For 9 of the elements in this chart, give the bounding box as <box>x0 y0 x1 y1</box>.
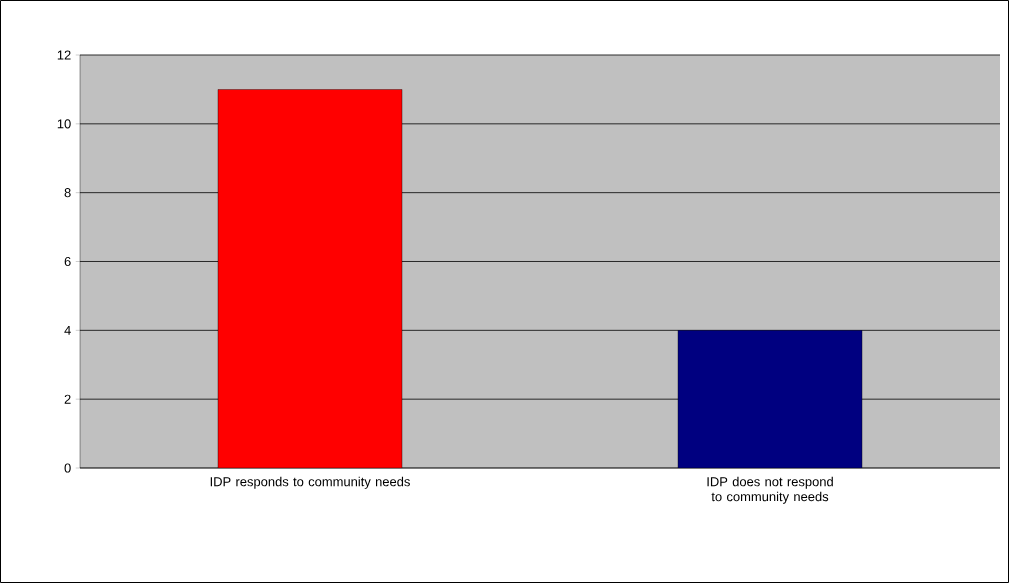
y-tick-label: 0 <box>64 463 71 473</box>
x-tick-label: IDP does not respond to community needs <box>707 476 833 504</box>
y-tick-label: 2 <box>64 394 71 404</box>
y-tick-label: 4 <box>64 325 71 335</box>
x-tick-label: IDP responds to community needs <box>210 476 410 489</box>
y-tick-label: 12 <box>57 50 71 60</box>
y-tick-label: 10 <box>57 119 71 129</box>
y-tick-label: 8 <box>64 188 71 198</box>
y-tick-label: 6 <box>64 256 71 267</box>
